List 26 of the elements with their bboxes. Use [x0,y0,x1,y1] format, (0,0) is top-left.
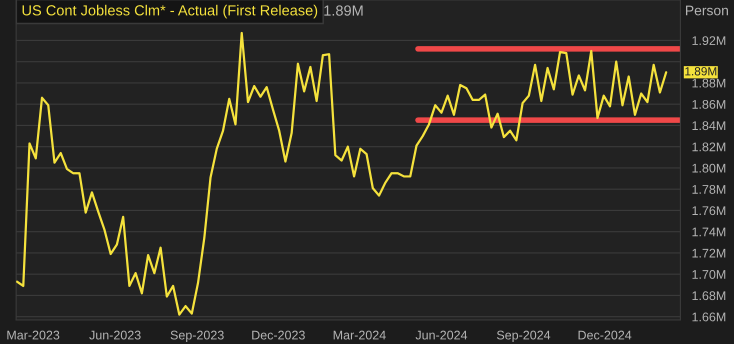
y-tick-label: 1.78M [692,184,726,194]
y-tick-label: 1.70M [692,270,726,279]
y-tick-label: 1.68M [692,291,726,300]
y-tick-label: 1.88M [692,78,726,88]
y-tick-label: 1.86M [692,100,726,109]
y-tick-label: 1.74M [692,228,726,236]
annotation: 1.89M [324,5,363,16]
y-tick-label: 1.82M [692,142,726,152]
annotation: 1.89M [685,67,716,76]
y-tick-label: 1.80M [692,164,726,173]
x-tick-label: Mar-2024 [334,330,386,340]
x-tick-label: Sep-2024 [496,330,550,342]
y-tick-label: 1.66M [692,312,726,322]
x-tick-label: Dec-2023 [252,330,305,340]
y-axis-title: Person [686,6,728,16]
y-tick-label: 1.92M [692,36,726,46]
x-tick-label: Sep-2023 [170,330,224,342]
line-series [16,32,668,316]
x-tick-label: Dec-2024 [578,330,632,340]
y-tick-label: 1.84M [692,121,726,130]
y-tick-label: 1.72M [692,248,726,258]
x-tick-label: Jun-2023 [89,330,141,340]
x-tick-label: Mar-2023 [7,330,60,340]
x-tick-label: Jun-2024 [416,330,468,340]
y-tick-label: 1.76M [692,206,726,216]
text: US Cont Jobless Clm* - Actual (First Release) [22,4,318,18]
